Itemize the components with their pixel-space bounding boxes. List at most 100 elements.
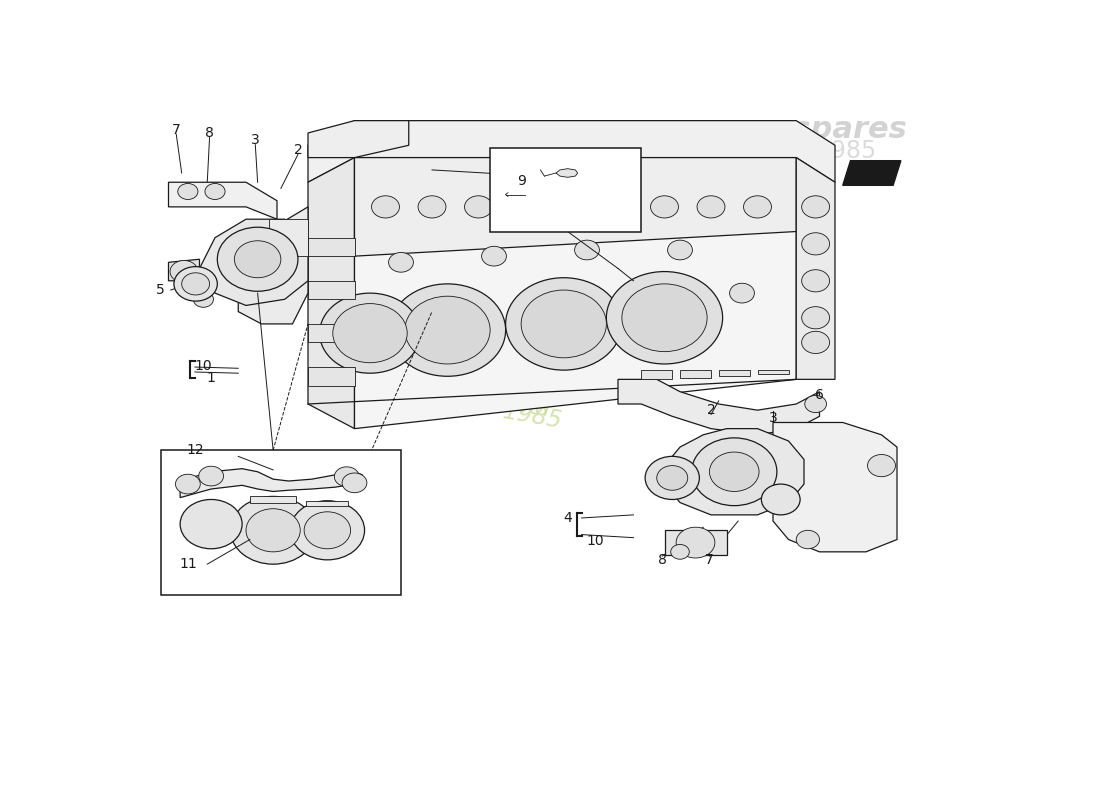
Circle shape	[802, 306, 829, 329]
Circle shape	[645, 456, 700, 499]
Circle shape	[558, 196, 585, 218]
Text: eurospares: eurospares	[715, 115, 909, 144]
Circle shape	[176, 474, 200, 494]
Circle shape	[418, 196, 446, 218]
Polygon shape	[773, 422, 896, 552]
Circle shape	[372, 196, 399, 218]
Circle shape	[506, 278, 621, 370]
Text: 9: 9	[517, 174, 526, 188]
Polygon shape	[308, 158, 354, 429]
Circle shape	[868, 454, 895, 477]
Text: 7: 7	[172, 123, 180, 137]
Circle shape	[304, 512, 351, 549]
Text: 8: 8	[205, 126, 214, 140]
Circle shape	[802, 331, 829, 354]
Circle shape	[246, 509, 300, 552]
Circle shape	[676, 527, 715, 558]
Text: 2: 2	[294, 143, 302, 158]
Polygon shape	[718, 370, 750, 376]
Circle shape	[606, 271, 723, 364]
Text: 12: 12	[187, 443, 205, 457]
Circle shape	[796, 530, 820, 549]
Circle shape	[389, 284, 506, 376]
Circle shape	[805, 395, 826, 413]
Circle shape	[650, 196, 679, 218]
Circle shape	[182, 273, 210, 295]
Circle shape	[464, 196, 493, 218]
Polygon shape	[250, 496, 296, 502]
Polygon shape	[308, 324, 354, 342]
Circle shape	[692, 438, 777, 506]
Polygon shape	[664, 429, 804, 515]
Circle shape	[482, 246, 506, 266]
Circle shape	[180, 499, 242, 549]
Polygon shape	[199, 219, 308, 306]
Circle shape	[604, 196, 631, 218]
Polygon shape	[843, 161, 901, 186]
Text: 1: 1	[207, 371, 216, 385]
FancyBboxPatch shape	[161, 450, 402, 595]
Polygon shape	[168, 182, 277, 219]
Text: 7: 7	[705, 554, 714, 567]
Polygon shape	[308, 121, 409, 158]
Text: 8: 8	[658, 554, 667, 567]
Circle shape	[802, 233, 829, 255]
Text: a passion for: a passion for	[402, 373, 556, 423]
Circle shape	[231, 496, 316, 564]
Circle shape	[621, 284, 707, 352]
Circle shape	[342, 473, 367, 493]
Text: 5: 5	[156, 283, 165, 297]
Text: 1985: 1985	[502, 399, 564, 434]
Polygon shape	[307, 501, 349, 506]
Polygon shape	[758, 370, 789, 374]
Circle shape	[657, 466, 688, 490]
Polygon shape	[664, 530, 726, 555]
Text: 1985: 1985	[816, 139, 877, 163]
Polygon shape	[270, 219, 308, 256]
Polygon shape	[168, 259, 199, 281]
Polygon shape	[180, 469, 362, 498]
Circle shape	[320, 293, 420, 373]
Circle shape	[668, 240, 692, 260]
Circle shape	[710, 452, 759, 491]
Text: 10: 10	[586, 534, 604, 548]
Polygon shape	[796, 158, 835, 379]
Text: 6: 6	[815, 388, 824, 402]
Polygon shape	[308, 238, 354, 256]
Text: 11: 11	[179, 557, 197, 571]
Polygon shape	[354, 158, 796, 429]
Circle shape	[802, 196, 829, 218]
Circle shape	[697, 196, 725, 218]
Text: 3: 3	[769, 410, 778, 425]
Circle shape	[334, 467, 359, 486]
Circle shape	[574, 240, 600, 260]
Text: 10: 10	[195, 359, 212, 373]
Circle shape	[388, 253, 414, 272]
Polygon shape	[556, 169, 578, 178]
Polygon shape	[618, 379, 820, 435]
Text: 4: 4	[563, 511, 572, 525]
Circle shape	[521, 290, 606, 358]
Circle shape	[205, 183, 225, 199]
Circle shape	[802, 270, 829, 292]
Text: 2: 2	[706, 403, 715, 417]
Circle shape	[218, 227, 298, 291]
Polygon shape	[641, 370, 672, 379]
Circle shape	[512, 196, 539, 218]
Polygon shape	[308, 367, 354, 386]
Circle shape	[170, 261, 198, 282]
Circle shape	[405, 296, 491, 364]
Circle shape	[199, 466, 223, 486]
Circle shape	[194, 291, 213, 307]
Circle shape	[178, 183, 198, 199]
Polygon shape	[308, 281, 354, 299]
Circle shape	[234, 241, 280, 278]
Circle shape	[174, 266, 218, 301]
Polygon shape	[239, 207, 308, 324]
FancyBboxPatch shape	[491, 148, 641, 231]
Polygon shape	[308, 121, 835, 182]
Circle shape	[671, 545, 690, 559]
Circle shape	[761, 484, 800, 515]
Circle shape	[729, 283, 755, 303]
Polygon shape	[680, 370, 711, 378]
